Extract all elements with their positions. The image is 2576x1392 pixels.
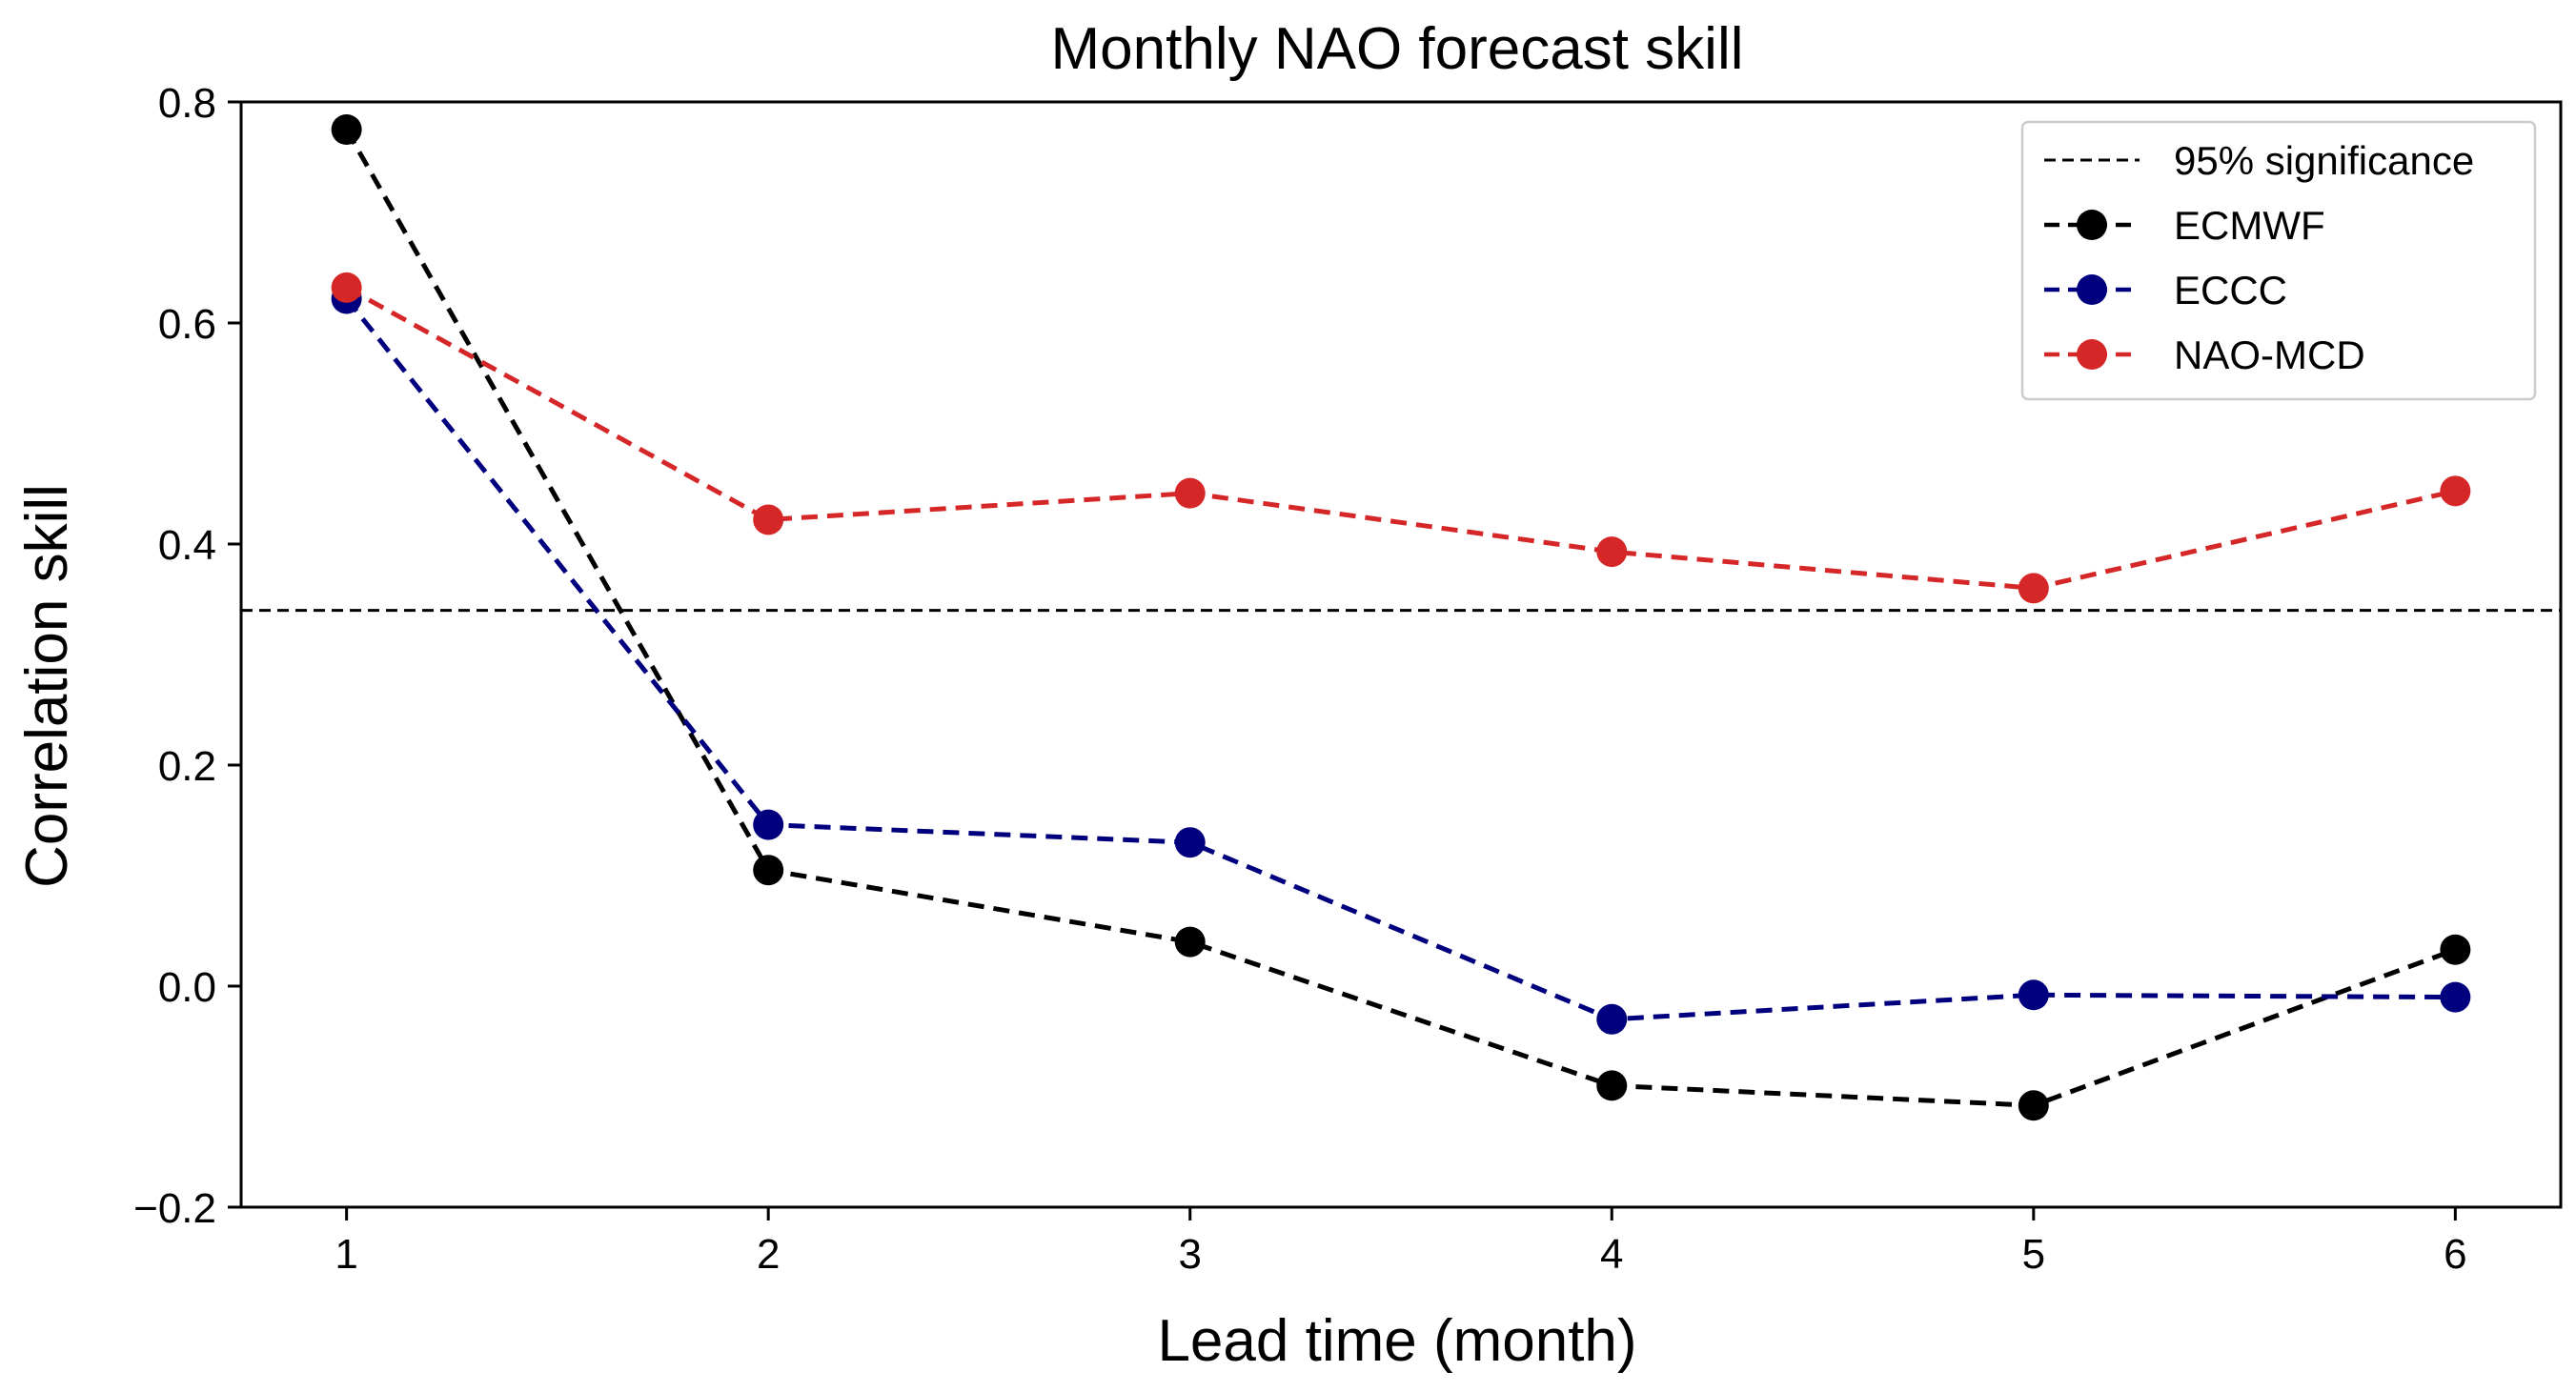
series-ecmwf xyxy=(331,114,2471,1121)
legend-label-ecmwf: ECMWF xyxy=(2174,203,2325,248)
y-tick-label: 0.6 xyxy=(158,301,216,348)
chart-title: Monthly NAO forecast skill xyxy=(1051,16,1744,82)
series-line-ecmwf xyxy=(344,128,2457,1108)
y-tick-label: 0.0 xyxy=(158,964,216,1011)
x-tick-label: 5 xyxy=(2022,1231,2045,1278)
data-point-ecmwf xyxy=(1174,926,1206,958)
legend-item-ecmwf: ECMWF xyxy=(2044,203,2325,248)
data-point-nao-mcd xyxy=(1596,536,1628,568)
legend-item-nao-mcd: NAO-MCD xyxy=(2044,333,2365,377)
data-point-eccc xyxy=(2440,981,2471,1013)
x-axis: 1 2 3 4 5 6 xyxy=(335,1207,2467,1278)
series-layer xyxy=(331,114,2471,1121)
legend-swatch-eccc-marker xyxy=(2077,274,2107,305)
y-tick-label: 0.4 xyxy=(158,522,216,569)
series-nao-mcd xyxy=(331,272,2471,604)
y-axis: −0.2 0.0 0.2 0.4 0.6 0.8 xyxy=(133,80,241,1232)
series-line-eccc xyxy=(344,296,2456,1022)
x-axis-label: Lead time (month) xyxy=(1157,1308,1636,1374)
y-axis-label: Correlation skill xyxy=(14,484,80,888)
data-point-eccc xyxy=(2018,979,2049,1011)
data-point-nao-mcd xyxy=(331,272,362,303)
data-point-eccc xyxy=(1596,1003,1628,1035)
y-tick-label: 0.2 xyxy=(158,743,216,790)
legend-swatch-ecmwf-marker xyxy=(2077,210,2107,240)
x-tick-label: 1 xyxy=(335,1231,357,1278)
data-point-eccc xyxy=(753,809,784,840)
plot-area-frame xyxy=(239,100,2563,1209)
legend-label-significance: 95% significance xyxy=(2174,138,2474,183)
legend-label-nao-mcd: NAO-MCD xyxy=(2174,333,2365,377)
data-point-eccc xyxy=(1174,827,1206,858)
x-tick-label: 2 xyxy=(757,1231,780,1278)
legend-label-eccc: ECCC xyxy=(2174,268,2287,313)
legend: 95% significance ECMWF ECCC NAO-MCD xyxy=(2020,120,2537,401)
x-tick-label: 3 xyxy=(1178,1231,1201,1278)
y-tick-label: 0.8 xyxy=(158,80,216,127)
x-tick-label: 4 xyxy=(1600,1231,1623,1278)
data-point-ecmwf xyxy=(753,855,784,886)
legend-box xyxy=(2020,120,2537,401)
y-tick-label: −0.2 xyxy=(133,1185,216,1232)
legend-item-eccc: ECCC xyxy=(2044,268,2287,313)
data-point-nao-mcd xyxy=(753,504,784,535)
data-point-ecmwf xyxy=(331,114,362,145)
data-point-ecmwf xyxy=(1596,1070,1628,1101)
data-point-nao-mcd xyxy=(1174,477,1206,509)
data-point-ecmwf xyxy=(2440,934,2471,965)
data-point-ecmwf xyxy=(2018,1090,2049,1121)
legend-item-significance: 95% significance xyxy=(2044,138,2474,183)
data-point-nao-mcd xyxy=(2440,475,2471,507)
x-tick-label: 6 xyxy=(2444,1231,2466,1278)
series-line-nao-mcd xyxy=(345,285,2456,591)
legend-swatch-nao-mcd-marker xyxy=(2077,339,2107,370)
data-point-nao-mcd xyxy=(2018,573,2049,604)
